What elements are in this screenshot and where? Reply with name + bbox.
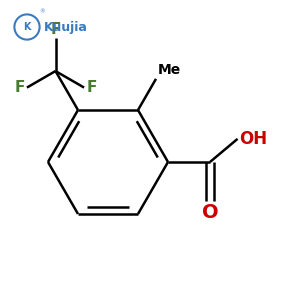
Text: F: F: [14, 80, 25, 95]
Text: OH: OH: [239, 130, 267, 148]
Text: K: K: [23, 22, 31, 32]
Text: F: F: [86, 80, 97, 95]
Text: ®: ®: [40, 9, 45, 14]
Text: O: O: [202, 203, 218, 222]
Text: Kuujia: Kuujia: [44, 20, 88, 34]
Text: F: F: [50, 22, 61, 37]
Text: Me: Me: [158, 63, 181, 77]
